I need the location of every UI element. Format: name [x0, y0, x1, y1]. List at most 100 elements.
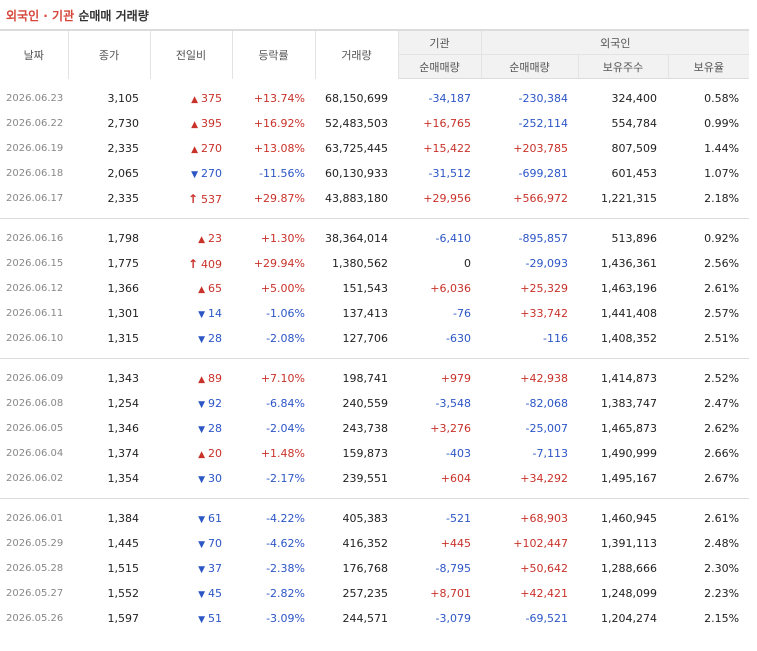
table-row: 2026.06.02 1,354 ▼ 30 -2.17% 239,551 +604 +34,2… [0, 466, 749, 491]
cell-change: ▲ 65 [150, 276, 232, 301]
cell-change: ↑ 409 [150, 251, 232, 276]
cell-foreign-net: +203,785 [513, 142, 568, 155]
cell-inst-net: -521 [446, 512, 471, 525]
cell-rate: +16.92% [253, 117, 305, 130]
cell-volume: 243,738 [342, 422, 389, 435]
cell-close: 2,730 [107, 117, 140, 130]
cell-date: 2026.06.17 [6, 193, 64, 204]
cell-ratio: 2.61% [704, 512, 740, 525]
up-triangle-icon: ▲ [191, 145, 198, 155]
cell-close: 1,346 [107, 422, 140, 435]
cell-close: 1,374 [107, 447, 140, 460]
up-triangle-icon: ▲ [198, 375, 205, 385]
cell-change: ▼ 61 [150, 506, 232, 531]
cell-inst-net: -34,187 [428, 92, 471, 105]
cell-date: 2026.06.08 [6, 398, 64, 409]
cell-inst-net: -3,548 [435, 397, 471, 410]
change-value: 89 [208, 372, 222, 385]
cell-close: 2,335 [107, 192, 140, 205]
cell-foreign-net: +566,972 [513, 192, 568, 205]
down-triangle-icon: ▼ [198, 590, 205, 600]
cell-rate: +1.30% [260, 232, 305, 245]
cell-ratio: 2.56% [704, 257, 740, 270]
table-row: 2026.06.22 2,730 ▲ 395 +16.92% 52,483,503 +16,… [0, 111, 749, 136]
down-triangle-icon: ▼ [191, 170, 198, 180]
change-value: 45 [208, 587, 222, 600]
cell-ratio: 2.51% [704, 332, 740, 345]
title-investors: 외국인 · 기관 [6, 9, 75, 23]
cell-foreign-net: -699,281 [518, 167, 568, 180]
cell-foreign-net: -29,093 [525, 257, 568, 270]
change-value: 61 [208, 512, 222, 525]
header-volume: 거래량 [315, 29, 399, 79]
cell-date: 2026.05.29 [6, 538, 64, 549]
down-triangle-icon: ▼ [198, 310, 205, 320]
cell-foreign-net: +102,447 [513, 537, 568, 550]
cell-foreign-net: -252,114 [518, 117, 568, 130]
cell-date: 2026.06.19 [6, 143, 64, 154]
cell-volume: 240,559 [342, 397, 389, 410]
cell-date: 2026.06.22 [6, 118, 64, 129]
header-ratio: 보유율 [668, 54, 750, 79]
cell-date: 2026.06.16 [6, 233, 64, 244]
cell-holdings: 601,453 [611, 167, 658, 180]
table-row: 2026.06.17 2,335 ↑ 537 +29.87% 43,883,180 +29,… [0, 186, 749, 211]
header-institution: 기관 [398, 29, 482, 55]
cell-change: ▼ 30 [150, 466, 232, 491]
cell-inst-net: +6,036 [430, 282, 471, 295]
cell-rate: +5.00% [260, 282, 305, 295]
table-row: 2026.06.12 1,366 ▲ 65 +5.00% 151,543 +6,036 +25… [0, 276, 749, 301]
cell-foreign-net: +50,642 [520, 562, 568, 575]
cell-volume: 405,383 [342, 512, 389, 525]
cell-ratio: 2.23% [704, 587, 740, 600]
table-row: 2026.05.27 1,552 ▼ 45 -2.82% 257,235 +8,701 +42… [0, 581, 749, 606]
upper-limit-arrow-icon: ↑ [187, 191, 198, 206]
cell-foreign-net: +42,938 [520, 372, 568, 385]
cell-close: 1,366 [107, 282, 140, 295]
cell-rate: +13.08% [253, 142, 305, 155]
change-value: 30 [208, 472, 222, 485]
cell-foreign-net: +42,421 [520, 587, 568, 600]
cell-foreign-net: -7,113 [532, 447, 568, 460]
table-row: 2026.06.05 1,346 ▼ 28 -2.04% 243,738 +3,276 -25… [0, 416, 749, 441]
cell-change: ▼ 270 [150, 161, 232, 186]
down-triangle-icon: ▼ [198, 400, 205, 410]
cell-rate: +1.48% [260, 447, 305, 460]
header-date: 날짜 [0, 29, 69, 79]
cell-foreign-net: -230,384 [518, 92, 568, 105]
cell-inst-net: +16,765 [423, 117, 471, 130]
up-triangle-icon: ▲ [191, 95, 198, 105]
cell-volume: 52,483,503 [325, 117, 388, 130]
cell-foreign-net: +25,329 [520, 282, 568, 295]
table-body: 2026.06.23 3,105 ▲ 375 +13.74% 68,150,699 -34,… [0, 79, 750, 632]
cell-date: 2026.06.23 [6, 93, 64, 104]
cell-holdings: 1,465,873 [601, 422, 657, 435]
up-triangle-icon: ▲ [198, 450, 205, 460]
cell-rate: -3.09% [266, 612, 305, 625]
cell-change: ▼ 37 [150, 556, 232, 581]
cell-inst-net: +8,701 [430, 587, 471, 600]
cell-inst-net: +604 [440, 472, 471, 485]
down-triangle-icon: ▼ [198, 515, 205, 525]
header-change: 전일비 [150, 29, 233, 79]
cell-change: ▼ 92 [150, 391, 232, 416]
cell-holdings: 1,414,873 [601, 372, 657, 385]
cell-ratio: 2.67% [704, 472, 740, 485]
cell-close: 1,445 [107, 537, 140, 550]
cell-holdings: 1,204,274 [601, 612, 657, 625]
cell-holdings: 554,784 [611, 117, 658, 130]
cell-volume: 176,768 [342, 562, 389, 575]
cell-rate: +29.87% [253, 192, 305, 205]
cell-change: ▼ 28 [150, 416, 232, 441]
cell-foreign-net: -116 [543, 332, 568, 345]
cell-volume: 239,551 [342, 472, 389, 485]
cell-change: ↑ 537 [150, 186, 232, 211]
section-title: 외국인 · 기관 순매매 거래량 [6, 7, 149, 24]
cell-date: 2026.06.01 [6, 513, 64, 524]
cell-inst-net: +29,956 [423, 192, 471, 205]
cell-holdings: 1,490,999 [601, 447, 657, 460]
cell-date: 2026.05.28 [6, 563, 64, 574]
table-row: 2026.06.01 1,384 ▼ 61 -4.22% 405,383 -521 +68,9… [0, 506, 749, 531]
cell-volume: 416,352 [342, 537, 389, 550]
cell-ratio: 2.47% [704, 397, 740, 410]
